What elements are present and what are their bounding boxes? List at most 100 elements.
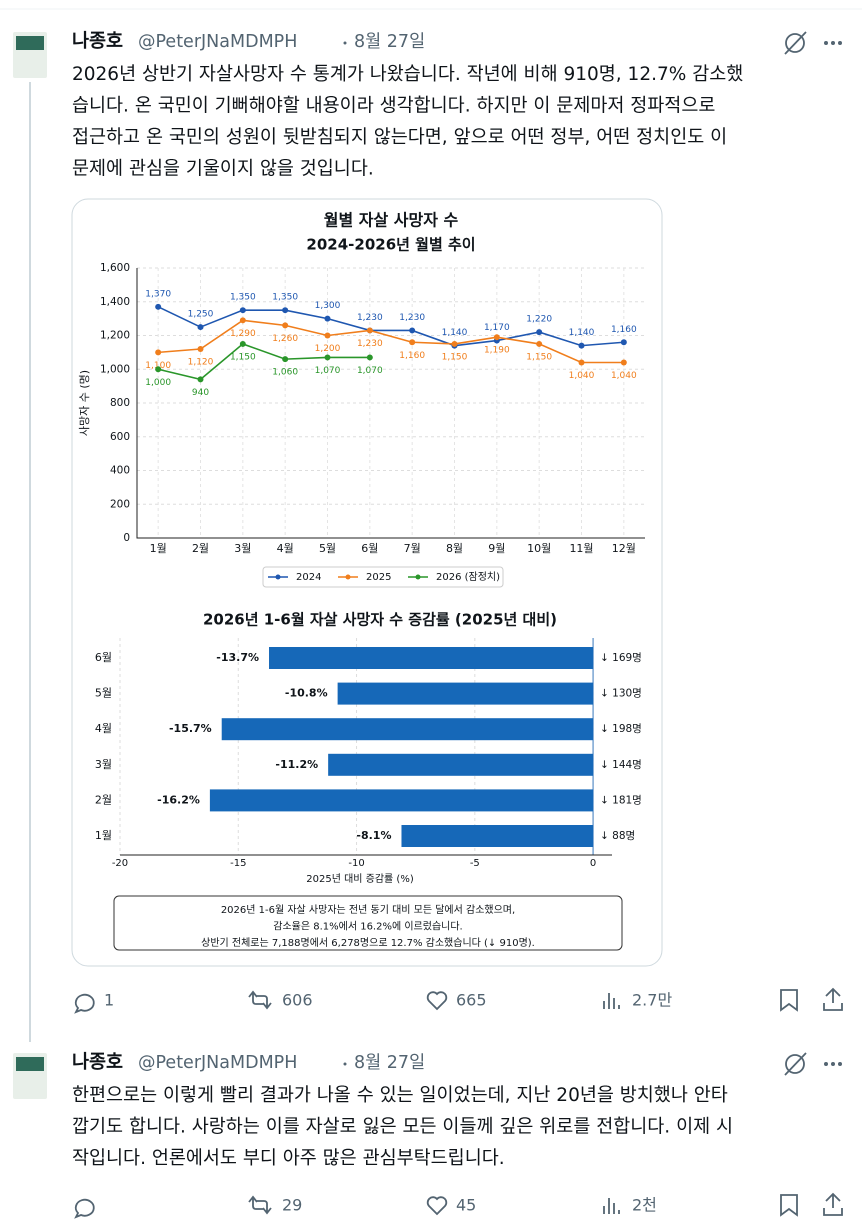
data-point [155, 349, 162, 356]
more-icon[interactable] [824, 41, 842, 45]
author-handle[interactable]: @PeterJNaMDMPH [138, 1053, 297, 1073]
bar [328, 753, 594, 776]
tweet-date[interactable]: 8월 27일 [354, 32, 425, 52]
grok-icon[interactable] [784, 31, 807, 55]
y-tick-label: 4월 [95, 722, 112, 735]
data-label: 1,220 [526, 315, 552, 325]
data-label: 1,060 [272, 368, 298, 378]
y-tick-label: 200 [110, 498, 130, 510]
data-label: 1,000 [145, 378, 171, 388]
legend-box [262, 566, 504, 588]
tweet-text-line: 한편으로는 이렇게 빨리 결과가 나올 수 있는 일이었는데, 지난 20년을 … [72, 1085, 728, 1106]
chart-title: 월별 자살 사망자 수 [324, 211, 459, 230]
x-tick-label: 7월 [404, 542, 421, 555]
data-label: 1,040 [611, 371, 637, 381]
data-point [620, 359, 627, 366]
author-name[interactable]: 나종호 [72, 1052, 123, 1073]
data-label: 1,170 [484, 323, 510, 333]
legend-swatch-dot [415, 574, 421, 580]
data-label: 1,230 [399, 313, 425, 323]
legend-label: 2026 (잠정치) [436, 571, 500, 583]
x-tick-label: 10월 [527, 542, 551, 555]
author-handle[interactable]: @PeterJNaMDMPH [138, 32, 297, 52]
x-tick-label: -20 [112, 858, 128, 869]
data-point [451, 340, 458, 347]
data-point [578, 359, 585, 366]
tweet-date[interactable]: 8월 27일 [354, 1053, 425, 1073]
x-tick-label: 12월 [612, 542, 636, 555]
views-icon[interactable] [603, 993, 620, 1009]
series-line [158, 319, 624, 364]
bookmark-icon[interactable] [780, 1194, 798, 1217]
note-line: 감소율은 8.1%에서 16.2%에 이르렀습니다. [273, 920, 463, 933]
retweet-icon[interactable] [248, 1195, 272, 1215]
data-label: 1,120 [188, 358, 214, 368]
share-icon[interactable] [823, 1192, 843, 1216]
series-line [157, 306, 624, 347]
data-point [409, 339, 416, 346]
data-label: -16.2% [157, 793, 200, 806]
data-point [493, 334, 500, 341]
grok-icon[interactable] [784, 1052, 807, 1076]
legend-label: 2025 [366, 572, 391, 583]
bar [401, 825, 594, 847]
note-line: 상반기 전체로는 7,188명에서 6,278명으로 12.7% 감소했습니다 … [201, 936, 535, 949]
tweet-text-line: 2026년 상반기 자살사망자 수 통계가 나왔습니다. 작년에 비해 910명… [72, 64, 743, 85]
data-label: -10.8% [285, 687, 328, 700]
note-line: 2026년 1-6월 자살 사망자는 전년 동기 대비 모든 달에서 감소했으며… [221, 903, 515, 916]
data-label: 1,160 [399, 351, 425, 361]
x-tick-label: -15 [230, 858, 246, 869]
reply-icon[interactable] [74, 993, 95, 1014]
data-label: 1,040 [569, 371, 595, 381]
replies-count: 1 [104, 991, 114, 1010]
y-axis-label: 사망자 수 (명) [78, 370, 91, 436]
views-count: 2천 [632, 1196, 657, 1215]
data-label: 1,190 [484, 346, 510, 356]
data-point [324, 332, 331, 339]
data-point [282, 356, 289, 363]
more-icon[interactable] [824, 1062, 842, 1066]
separator-dot [343, 1062, 347, 1066]
views-icon[interactable] [603, 1198, 620, 1214]
tweet-text-line: 작입니다. 언론에서도 부디 아주 많은 관심부탁드립니다. [72, 1148, 505, 1169]
y-tick-label: 1,200 [100, 330, 130, 342]
retweets-count: 29 [282, 1196, 302, 1215]
data-label: 1,300 [315, 301, 341, 311]
data-label: 1,150 [230, 352, 256, 362]
retweet-icon[interactable] [248, 990, 272, 1010]
share-icon[interactable] [823, 987, 843, 1011]
data-label: 940 [192, 388, 209, 398]
retweets-count: 606 [282, 991, 313, 1010]
data-label: -15.7% [169, 722, 212, 735]
change-label: ↓ 198명 [600, 723, 642, 735]
author-name[interactable]: 나종호 [72, 31, 123, 52]
reply-icon[interactable] [74, 1198, 95, 1219]
data-label: 1,100 [145, 361, 171, 371]
data-point [620, 339, 627, 346]
bookmark-icon[interactable] [780, 989, 798, 1012]
tweet-text-line: 접근하고 온 국민의 성원이 뒷받침되지 않는다면, 앞으로 어떤 정부, 어떤… [72, 127, 727, 148]
data-label: 1,260 [272, 334, 298, 344]
x-tick-label: 11월 [569, 542, 593, 555]
likes-count: 665 [456, 991, 487, 1010]
data-point [239, 340, 246, 347]
tweet-text-line: 깝기도 합니다. 사랑하는 이를 자살로 잃은 모든 이들께 깊은 위로를 전합… [72, 1117, 733, 1138]
views-count: 2.7만 [632, 991, 672, 1010]
like-icon[interactable] [426, 1196, 448, 1216]
data-point [324, 315, 331, 322]
like-icon[interactable] [426, 991, 448, 1011]
change-label: ↓ 130명 [600, 688, 642, 700]
data-label: 1,350 [272, 293, 298, 303]
data-label: 1,150 [442, 352, 468, 362]
chart-subtitle: 2024-2026년 월별 추이 [306, 236, 475, 254]
tweet-text-line: 문제에 관심을 기울이지 않을 것입니다. [72, 159, 374, 180]
y-tick-label: 3월 [95, 758, 112, 771]
data-label: 1,370 [145, 289, 171, 299]
bar [269, 647, 594, 669]
bar [337, 682, 594, 705]
note-box [113, 895, 623, 951]
data-point [239, 317, 246, 324]
y-tick-label: 1,000 [100, 363, 130, 375]
series-line [157, 343, 370, 381]
x-tick-label: 0 [590, 858, 596, 869]
